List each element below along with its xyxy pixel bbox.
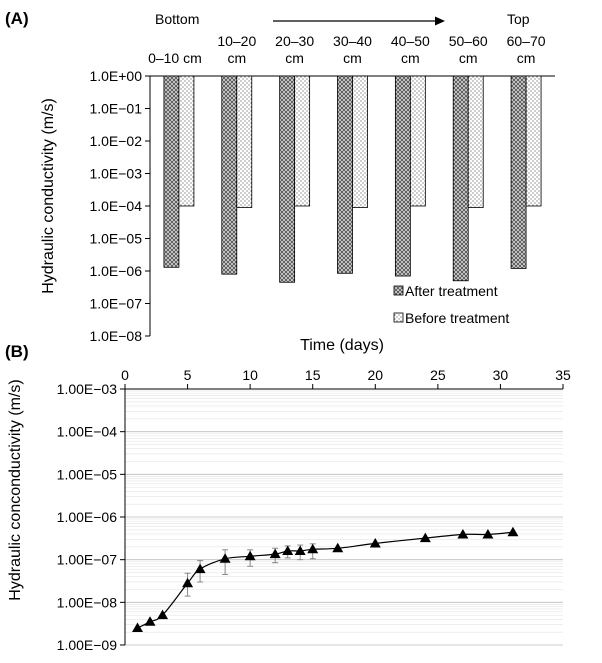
x-tick-label: 5 <box>184 367 192 383</box>
y-tick-label: 1.0E−07 <box>89 296 142 312</box>
category-label: cm <box>401 50 420 66</box>
data-point-triangle <box>507 526 519 537</box>
y-tick-label: 1.0E−04 <box>89 198 142 214</box>
y-tick-label: 1.00E−05 <box>57 466 118 482</box>
top-label: Top <box>507 11 530 27</box>
x-tick-label: 25 <box>430 367 446 383</box>
data-point-triangle <box>157 609 169 620</box>
y-tick-label: 1.0E−02 <box>89 133 142 149</box>
bar-after-treatment <box>163 75 180 268</box>
data-point-triangle <box>307 543 319 554</box>
y-tick-label: 1.00E−06 <box>57 509 118 525</box>
bar-after-treatment <box>221 75 238 275</box>
category-label: cm <box>343 50 362 66</box>
y-tick-label: 1.0E−01 <box>89 101 142 117</box>
category-label: 30–40 <box>333 33 372 49</box>
panel-b-label: (B) <box>5 342 29 361</box>
panel-a-chart: 1.0E+00 1.0E−01 1.0E−02 1.0E−03 1.0E−04 1.0E−… <box>89 33 555 344</box>
panel-b-x-axis-title: Time (days) <box>300 337 384 354</box>
x-tick-label: 10 <box>242 367 258 383</box>
category-label: cm <box>459 50 478 66</box>
data-point-triangle <box>282 545 294 555</box>
data-point-triangle <box>269 548 281 559</box>
y-tick-label: 1.0E−05 <box>89 231 142 247</box>
bar-before-treatment <box>467 75 484 208</box>
data-point-triangle <box>294 545 306 555</box>
bar-after-treatment <box>337 75 353 274</box>
data-point-triangle <box>457 528 469 539</box>
bar-after-treatment <box>394 75 411 277</box>
data-point-triangle <box>144 616 156 626</box>
category-label: 20–30 <box>275 33 314 49</box>
legend-label: After treatment <box>405 283 498 299</box>
bar-after-treatment <box>452 75 469 282</box>
bar-after-treatment <box>279 75 296 283</box>
y-tick-label: 1.0E−08 <box>89 328 142 344</box>
data-point-triangle <box>419 532 431 543</box>
panel-b-y-axis-title: Hydraulic conconductivity (m/s) <box>7 379 24 600</box>
bar-before-treatment <box>178 75 195 207</box>
y-tick-label: 1.00E−04 <box>57 424 118 440</box>
direction-arrow-head <box>435 16 445 26</box>
category-label: 60–70 <box>507 33 546 49</box>
legend-label: Before treatment <box>405 310 509 326</box>
category-label: cm <box>227 50 246 66</box>
x-tick-label: 15 <box>305 367 321 383</box>
x-tick-label: 30 <box>493 367 509 383</box>
bar-before-treatment <box>236 75 253 208</box>
panel-b-chart: 1.00E−03 1.00E−04 1.00E−05 1.00E−06 1.00E−07… <box>57 367 571 653</box>
bar-before-treatment <box>525 75 542 207</box>
data-point-triangle <box>244 550 256 561</box>
data-point-triangle <box>369 537 381 548</box>
x-tick-label: 0 <box>121 367 129 383</box>
data-point-triangle <box>482 528 494 539</box>
y-tick-label: 1.0E−03 <box>89 166 142 182</box>
legend-swatch <box>393 285 404 296</box>
y-tick-label: 1.00E−09 <box>57 637 118 653</box>
data-point-triangle <box>194 563 206 574</box>
data-point-triangle <box>332 542 344 553</box>
data-point-triangle <box>219 553 231 563</box>
y-tick-label: 1.00E−08 <box>57 594 118 610</box>
y-tick-label: 1.0E+00 <box>89 68 142 84</box>
x-tick-label: 35 <box>555 367 571 383</box>
category-label: cm <box>517 50 536 66</box>
data-point-triangle <box>132 622 144 633</box>
legend-swatch <box>393 312 404 323</box>
bar-before-treatment <box>409 75 426 207</box>
y-tick-label: 1.00E−07 <box>57 552 118 568</box>
y-tick-label: 1.00E−03 <box>57 381 118 397</box>
x-tick-label: 20 <box>367 367 383 383</box>
data-point-triangle <box>182 577 194 588</box>
category-label: 50–60 <box>449 33 488 49</box>
category-label: 10–20 <box>217 33 256 49</box>
panel-a-label: (A) <box>5 9 29 28</box>
y-tick-label: 1.0E−06 <box>89 263 142 279</box>
panel-a-y-axis-title: Hydraulic conductivity (m/s) <box>40 98 57 294</box>
bar-before-treatment <box>294 75 311 207</box>
bar-after-treatment <box>510 75 527 269</box>
category-label: 40–50 <box>391 33 430 49</box>
bottom-label: Bottom <box>155 11 199 27</box>
bar-before-treatment <box>352 75 368 208</box>
category-label: cm <box>285 50 304 66</box>
category-label: 0–10 cm <box>148 50 202 66</box>
